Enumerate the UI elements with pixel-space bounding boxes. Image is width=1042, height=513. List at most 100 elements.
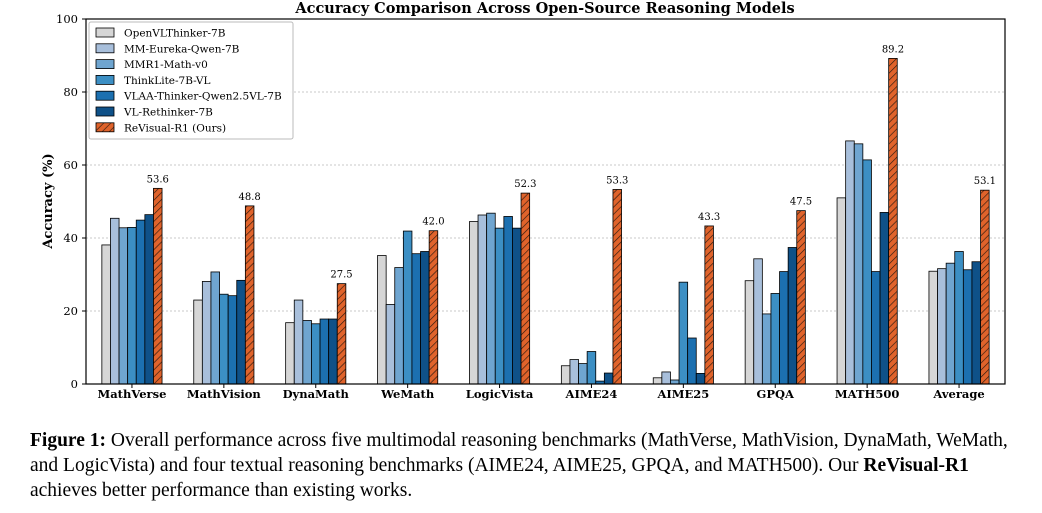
x-tick-label: LogicVista	[466, 387, 534, 401]
bar	[328, 318, 338, 385]
bar	[661, 371, 671, 385]
bar	[486, 212, 496, 385]
bar	[770, 293, 780, 385]
x-tick-label: MathVision	[187, 387, 261, 401]
data-label: 53.1	[974, 176, 996, 187]
bar	[845, 140, 855, 385]
data-label: 47.5	[790, 197, 812, 208]
bar	[945, 262, 956, 385]
bar	[980, 189, 990, 385]
x-tick-label: Average	[932, 387, 984, 401]
bar	[311, 323, 321, 385]
bar	[227, 295, 238, 385]
data-label: 89.2	[882, 44, 904, 55]
figure-caption: Figure 1: Overall performance across fiv…	[30, 428, 1030, 503]
bar	[494, 227, 505, 385]
bar	[612, 189, 622, 385]
x-tick-label: GPQA	[757, 387, 795, 401]
legend-frame	[88, 21, 294, 140]
bar	[144, 214, 154, 385]
bar	[503, 216, 513, 385]
data-label: 53.3	[606, 175, 628, 186]
x-tick-label: DynaMath	[283, 387, 350, 401]
bar	[871, 271, 881, 385]
bar	[293, 299, 304, 385]
x-tick-label: MATH500	[835, 387, 899, 401]
bar	[377, 255, 387, 385]
bar	[336, 283, 347, 385]
data-label: 42.0	[422, 217, 444, 228]
bar	[586, 351, 597, 385]
bar	[153, 187, 163, 385]
bar	[402, 230, 413, 385]
accuracy-bar-chart: Accuracy Comparison Across Open-Source R…	[41, 0, 1006, 401]
bar	[101, 244, 111, 385]
y-tick-label: 40	[63, 231, 78, 245]
legend-swatch	[95, 90, 115, 101]
bar	[236, 279, 246, 385]
bar	[704, 225, 714, 385]
legend-label: ReVisual-R1 (Ours)	[124, 122, 226, 134]
bar	[127, 227, 137, 385]
bar	[219, 293, 229, 385]
data-labels: 53.6 48.8 27.5 42.0 52.3 53.3 43.3 47.5 89.2 53.1	[147, 44, 996, 280]
bar	[520, 192, 531, 385]
bar	[687, 337, 697, 385]
bar	[678, 281, 689, 385]
bar	[652, 377, 663, 385]
data-label: 53.6	[147, 174, 169, 185]
legend: OpenVLThinker-7B MM-Eureka-Qwen-7B MMR1-Ma…	[88, 21, 294, 140]
bar	[110, 217, 120, 385]
bar	[962, 269, 973, 385]
bar	[761, 313, 772, 385]
legend-swatch	[95, 43, 115, 54]
y-axis-label: Accuracy (%)	[41, 153, 56, 249]
y-tick-label: 100	[56, 12, 78, 26]
legend-swatch	[95, 75, 115, 85]
bar	[285, 322, 295, 385]
bars	[101, 58, 990, 385]
bar	[118, 227, 129, 385]
bar	[862, 159, 872, 385]
legend-swatch	[95, 27, 115, 38]
y-tick-label: 20	[63, 304, 78, 318]
bar	[753, 258, 763, 385]
bar	[394, 267, 404, 385]
bar	[695, 373, 706, 385]
y-tick-label: 0	[71, 377, 78, 391]
bar	[937, 268, 947, 385]
bar	[744, 280, 755, 385]
bar	[888, 58, 898, 385]
plot-frame	[85, 18, 1006, 385]
legend-label: VLAA-Thinker-Qwen2.5VL-7B	[123, 91, 282, 103]
caption-text-after: achieves better performance than existin…	[30, 480, 413, 501]
bar	[477, 214, 488, 385]
legend-items: OpenVLThinker-7B MM-Eureka-Qwen-7B MMR1-Ma…	[95, 27, 282, 134]
legend-label: ThinkLite-7B-VL	[124, 75, 211, 87]
bar	[411, 253, 421, 385]
y-tick-label: 60	[63, 158, 78, 172]
bar	[135, 219, 146, 385]
bar	[512, 227, 522, 385]
x-tick-label: AIME25	[656, 387, 709, 401]
bar	[670, 379, 680, 385]
bar	[302, 320, 312, 385]
x-tick-label: AIME24	[565, 387, 618, 401]
legend-label: OpenVLThinker-7B	[124, 28, 226, 40]
bar	[971, 261, 981, 385]
legend-label: MMR1-Math-v0	[124, 59, 208, 71]
data-label: 27.5	[330, 270, 352, 281]
bar	[560, 365, 571, 385]
legend-label: MM-Eureka-Qwen-7B	[124, 43, 240, 55]
bar	[569, 359, 579, 385]
data-label: 52.3	[514, 179, 536, 190]
caption-text-before: Overall performance across five multimod…	[30, 430, 1008, 476]
bar	[420, 251, 430, 385]
bar	[578, 363, 588, 385]
bar	[428, 230, 439, 385]
bar	[210, 271, 220, 385]
data-label: 48.8	[239, 192, 261, 203]
x-tick-label: MathVerse	[98, 387, 167, 401]
bar	[879, 212, 890, 385]
bar	[201, 281, 212, 385]
